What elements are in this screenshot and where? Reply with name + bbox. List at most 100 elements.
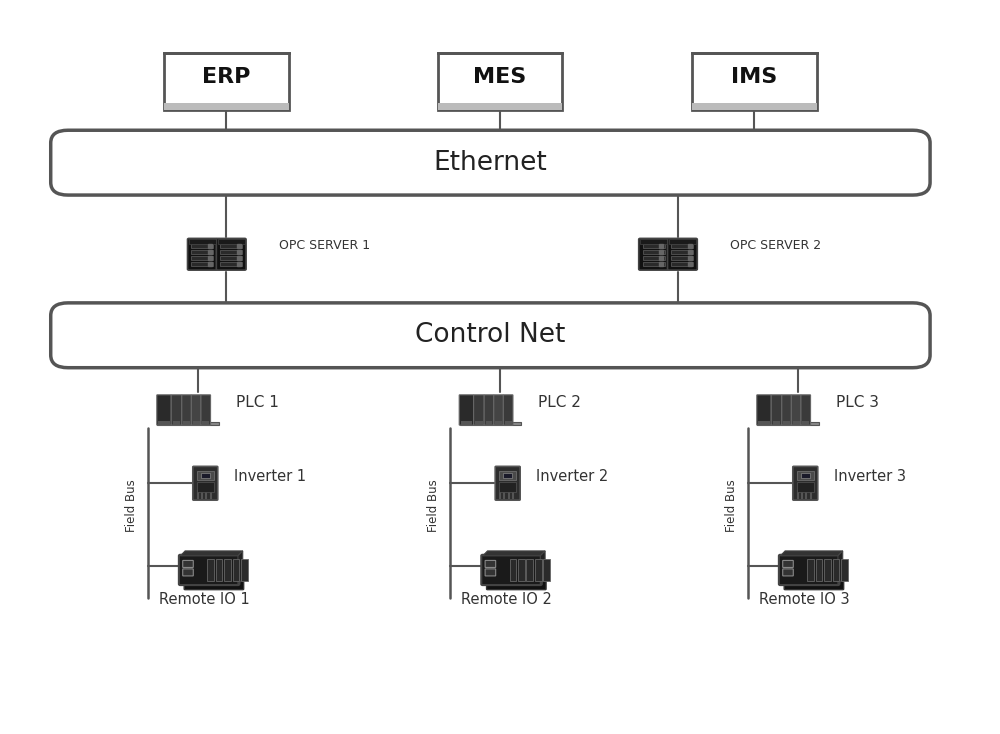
Polygon shape	[238, 551, 243, 584]
Text: Field Bus: Field Bus	[427, 479, 440, 532]
Bar	[797, 470, 814, 481]
Bar	[486, 421, 492, 425]
Bar	[197, 470, 214, 481]
FancyBboxPatch shape	[779, 555, 839, 585]
FancyBboxPatch shape	[193, 466, 218, 500]
Polygon shape	[483, 551, 545, 556]
Bar	[503, 473, 512, 478]
Bar	[793, 421, 800, 425]
Bar	[461, 421, 472, 425]
Bar	[692, 54, 817, 110]
Bar	[218, 239, 245, 244]
FancyBboxPatch shape	[182, 395, 191, 425]
FancyBboxPatch shape	[783, 561, 793, 567]
Text: Inverter 1: Inverter 1	[234, 469, 306, 484]
FancyBboxPatch shape	[801, 395, 811, 425]
FancyBboxPatch shape	[495, 466, 520, 500]
Bar	[183, 421, 190, 425]
Bar	[189, 239, 216, 244]
Bar	[640, 239, 667, 244]
FancyBboxPatch shape	[157, 395, 171, 425]
Bar	[438, 54, 562, 110]
FancyBboxPatch shape	[51, 130, 930, 195]
FancyBboxPatch shape	[757, 395, 771, 425]
Bar	[692, 103, 817, 110]
FancyBboxPatch shape	[771, 395, 782, 425]
Text: Ethernet: Ethernet	[434, 150, 547, 175]
Bar	[241, 559, 248, 581]
Bar	[526, 559, 533, 581]
Bar	[460, 422, 521, 425]
Bar	[510, 559, 516, 581]
Bar	[173, 421, 180, 425]
FancyBboxPatch shape	[783, 569, 793, 576]
Bar	[505, 421, 512, 425]
Bar	[643, 261, 665, 266]
Bar	[816, 559, 822, 581]
Bar	[191, 250, 213, 254]
Bar	[191, 261, 213, 266]
Polygon shape	[838, 551, 843, 584]
Polygon shape	[180, 551, 243, 556]
Bar	[233, 559, 239, 581]
Bar	[643, 255, 665, 261]
Text: PLC 3: PLC 3	[836, 395, 879, 410]
Bar	[669, 239, 696, 244]
Bar	[518, 559, 525, 581]
Bar	[220, 250, 242, 254]
Bar	[193, 421, 200, 425]
Bar	[495, 421, 502, 425]
FancyBboxPatch shape	[639, 239, 668, 270]
Bar	[543, 559, 550, 581]
Bar	[671, 250, 693, 254]
FancyBboxPatch shape	[784, 560, 844, 589]
FancyBboxPatch shape	[188, 239, 217, 270]
FancyBboxPatch shape	[171, 395, 182, 425]
Bar	[216, 559, 222, 581]
Text: Inverter 2: Inverter 2	[536, 469, 609, 484]
Text: Remote IO 1: Remote IO 1	[159, 592, 250, 607]
FancyBboxPatch shape	[503, 395, 513, 425]
FancyBboxPatch shape	[216, 239, 246, 270]
FancyBboxPatch shape	[494, 395, 503, 425]
Bar	[207, 559, 214, 581]
Bar	[220, 255, 242, 261]
Text: PLC 1: PLC 1	[236, 395, 279, 410]
Text: PLC 2: PLC 2	[538, 395, 581, 410]
Bar	[535, 559, 542, 581]
FancyBboxPatch shape	[459, 395, 474, 425]
Bar	[833, 559, 839, 581]
Bar	[783, 421, 790, 425]
FancyBboxPatch shape	[191, 395, 201, 425]
Bar	[801, 473, 810, 478]
Bar	[824, 559, 831, 581]
Bar	[757, 422, 819, 425]
FancyBboxPatch shape	[201, 395, 211, 425]
Bar	[197, 482, 214, 492]
FancyBboxPatch shape	[183, 561, 193, 567]
Polygon shape	[540, 551, 545, 584]
FancyBboxPatch shape	[474, 395, 484, 425]
Bar	[158, 421, 170, 425]
Bar	[802, 421, 809, 425]
Bar	[797, 482, 814, 492]
Bar	[201, 473, 210, 478]
Bar	[220, 244, 242, 248]
Bar	[671, 244, 693, 248]
FancyBboxPatch shape	[184, 560, 244, 589]
Bar	[164, 103, 289, 110]
Text: IMS: IMS	[731, 67, 778, 87]
FancyBboxPatch shape	[485, 561, 496, 567]
Bar	[671, 255, 693, 261]
Bar	[643, 250, 665, 254]
Text: Field Bus: Field Bus	[725, 479, 738, 532]
Text: Remote IO 2: Remote IO 2	[461, 592, 552, 607]
FancyBboxPatch shape	[183, 569, 193, 576]
FancyBboxPatch shape	[51, 303, 930, 368]
Text: OPC SERVER 1: OPC SERVER 1	[279, 239, 370, 252]
Text: MES: MES	[473, 67, 527, 87]
Text: Field Bus: Field Bus	[125, 479, 138, 532]
Bar	[220, 261, 242, 266]
Text: ERP: ERP	[202, 67, 251, 87]
Bar	[164, 54, 289, 110]
